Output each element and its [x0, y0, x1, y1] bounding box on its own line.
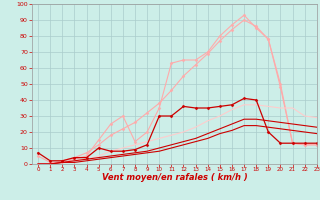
X-axis label: Vent moyen/en rafales ( km/h ): Vent moyen/en rafales ( km/h ) [101, 173, 247, 182]
